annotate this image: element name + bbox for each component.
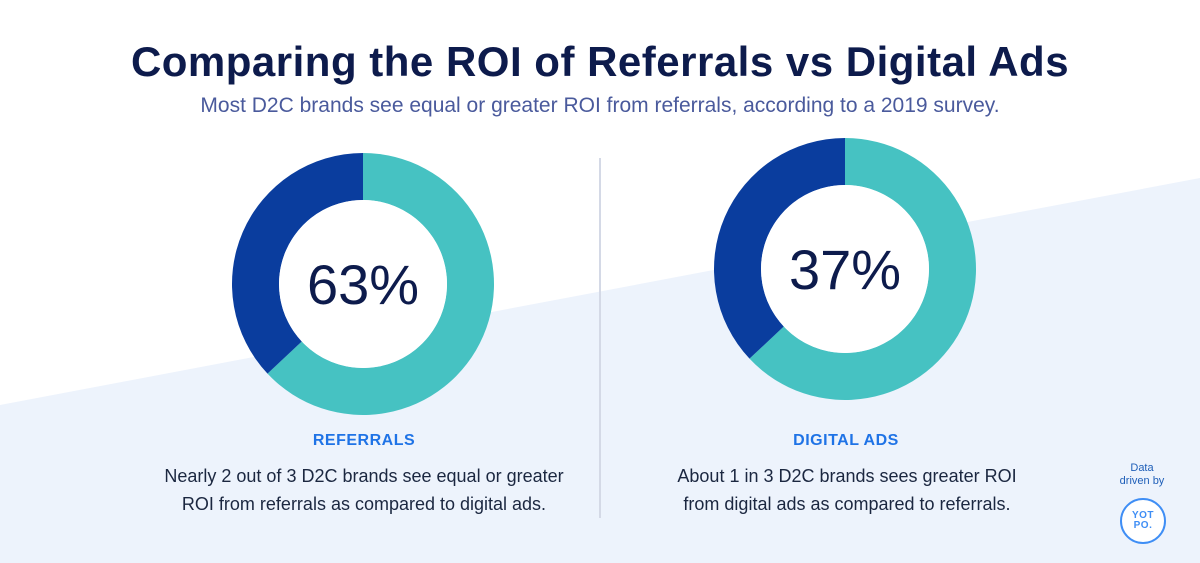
- referrals-donut-slice-0: [267, 153, 494, 415]
- referrals-title: REFERRALS: [312, 432, 416, 449]
- digital-ads-donut-slice-0: [749, 138, 976, 400]
- referrals-donut-hole: [279, 200, 447, 368]
- yotpo-logo-text: PO.: [1133, 520, 1153, 531]
- data-credit-line: driven by: [1119, 475, 1165, 487]
- digital-ads-percent-label: 37%: [788, 238, 902, 301]
- yotpo-logo: YOT PO.: [1120, 498, 1166, 544]
- data-credit: Data driven by: [1106, 462, 1178, 488]
- digital-ads-donut-slice-1: [714, 138, 845, 359]
- divider: [599, 158, 601, 518]
- referrals-description-line: Nearly 2 out of 3 D2C brands see equal o…: [164, 466, 564, 486]
- digital-ads-title: DIGITAL ADS: [793, 432, 899, 449]
- digital-ads-donut-chart: [714, 138, 976, 400]
- yotpo-logo-text: YOT: [1131, 510, 1155, 521]
- digital-ads-description-line: from digital ads as compared to referral…: [683, 494, 1011, 514]
- data-credit-line: Data: [1130, 462, 1154, 474]
- digital-ads-description-line: About 1 in 3 D2C brands sees greater ROI: [677, 466, 1017, 486]
- referrals-donut-slice-1: [232, 153, 363, 374]
- digital-ads-donut-hole: [761, 185, 929, 353]
- referrals-percent-label: 63%: [306, 253, 420, 316]
- digital-ads-description: About 1 in 3 D2C brands sees greater ROI…: [612, 462, 1082, 518]
- referrals-description-line: ROI from referrals as compared to digita…: [181, 494, 547, 514]
- referrals-donut-chart: [232, 153, 494, 415]
- page-subtitle: Most D2C brands see equal or greater ROI…: [200, 94, 1000, 117]
- referrals-description: Nearly 2 out of 3 D2C brands see equal o…: [108, 462, 620, 518]
- page-title: Comparing the ROI of Referrals vs Digita…: [130, 38, 1070, 85]
